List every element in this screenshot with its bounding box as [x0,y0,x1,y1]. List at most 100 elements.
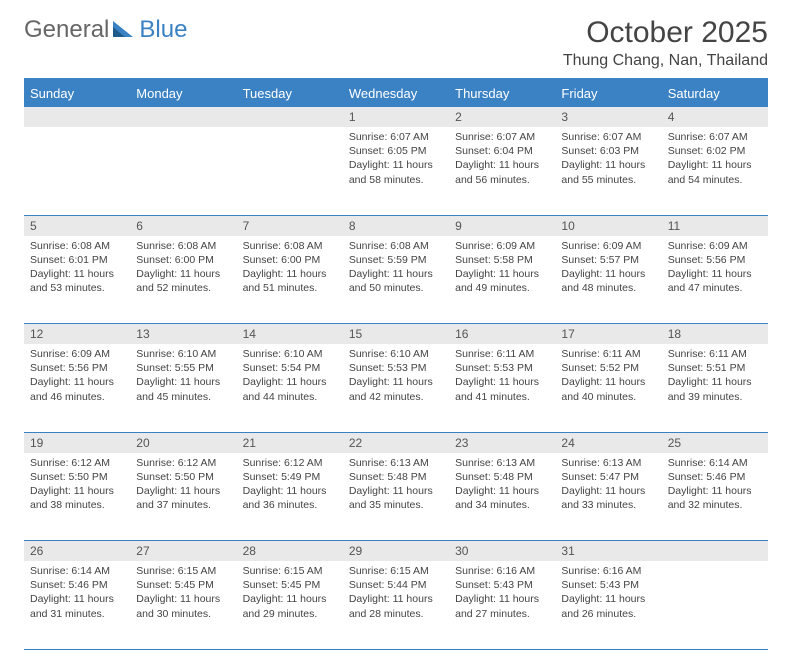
daynum-cell: 18 [662,324,768,345]
day-details: Sunrise: 6:07 AMSunset: 6:04 PMDaylight:… [449,127,555,193]
daylight-line: Daylight: 11 hours and 36 minutes. [243,484,337,512]
daynum-row: 262728293031 [24,541,768,562]
dayname-saturday: Saturday [662,79,768,107]
daylight-line: Daylight: 11 hours and 33 minutes. [561,484,655,512]
daynum-cell: 10 [555,215,661,236]
day-details: Sunrise: 6:07 AMSunset: 6:05 PMDaylight:… [343,127,449,193]
day-details: Sunrise: 6:10 AMSunset: 5:53 PMDaylight:… [343,344,449,410]
day-details: Sunrise: 6:09 AMSunset: 5:56 PMDaylight:… [24,344,130,410]
daynum-cell: 27 [130,541,236,562]
day-cell: Sunrise: 6:08 AMSunset: 6:00 PMDaylight:… [237,236,343,324]
day-details: Sunrise: 6:13 AMSunset: 5:47 PMDaylight:… [555,453,661,519]
sunset-line: Sunset: 5:54 PM [243,361,337,375]
sunrise-line: Sunrise: 6:09 AM [455,239,549,253]
dayname-sunday: Sunday [24,79,130,107]
sunrise-line: Sunrise: 6:12 AM [30,456,124,470]
day-cell: Sunrise: 6:15 AMSunset: 5:45 PMDaylight:… [130,561,236,649]
daynum-cell [662,541,768,562]
day-details: Sunrise: 6:12 AMSunset: 5:50 PMDaylight:… [24,453,130,519]
day-cell: Sunrise: 6:09 AMSunset: 5:56 PMDaylight:… [24,344,130,432]
day-cell: Sunrise: 6:16 AMSunset: 5:43 PMDaylight:… [555,561,661,649]
daynum-cell: 14 [237,324,343,345]
daylight-line: Daylight: 11 hours and 46 minutes. [30,375,124,403]
sunrise-line: Sunrise: 6:13 AM [455,456,549,470]
day-details: Sunrise: 6:09 AMSunset: 5:58 PMDaylight:… [449,236,555,302]
day-details: Sunrise: 6:16 AMSunset: 5:43 PMDaylight:… [449,561,555,627]
details-row: Sunrise: 6:08 AMSunset: 6:01 PMDaylight:… [24,236,768,324]
dayname-wednesday: Wednesday [343,79,449,107]
daynum-cell: 1 [343,107,449,127]
day-cell: Sunrise: 6:07 AMSunset: 6:02 PMDaylight:… [662,127,768,215]
sunrise-line: Sunrise: 6:15 AM [136,564,230,578]
daylight-line: Daylight: 11 hours and 40 minutes. [561,375,655,403]
sunrise-line: Sunrise: 6:16 AM [561,564,655,578]
sunset-line: Sunset: 5:50 PM [136,470,230,484]
sunrise-line: Sunrise: 6:11 AM [561,347,655,361]
sunrise-line: Sunrise: 6:13 AM [561,456,655,470]
day-cell: Sunrise: 6:13 AMSunset: 5:48 PMDaylight:… [343,453,449,541]
daynum-cell: 28 [237,541,343,562]
day-details: Sunrise: 6:10 AMSunset: 5:55 PMDaylight:… [130,344,236,410]
day-cell [237,127,343,215]
day-details: Sunrise: 6:11 AMSunset: 5:51 PMDaylight:… [662,344,768,410]
daynum-row: 567891011 [24,215,768,236]
daynum-cell: 2 [449,107,555,127]
day-cell [24,127,130,215]
daynum-cell [237,107,343,127]
month-title: October 2025 [563,16,768,50]
calendar-head: SundayMondayTuesdayWednesdayThursdayFrid… [24,79,768,107]
day-details: Sunrise: 6:13 AMSunset: 5:48 PMDaylight:… [449,453,555,519]
daylight-line: Daylight: 11 hours and 39 minutes. [668,375,762,403]
sunset-line: Sunset: 5:43 PM [561,578,655,592]
daynum-row: 19202122232425 [24,432,768,453]
day-details: Sunrise: 6:08 AMSunset: 6:00 PMDaylight:… [237,236,343,302]
daynum-cell: 19 [24,432,130,453]
day-cell: Sunrise: 6:07 AMSunset: 6:04 PMDaylight:… [449,127,555,215]
day-details: Sunrise: 6:15 AMSunset: 5:45 PMDaylight:… [237,561,343,627]
daynum-cell: 25 [662,432,768,453]
sunrise-line: Sunrise: 6:07 AM [455,130,549,144]
sunset-line: Sunset: 5:59 PM [349,253,443,267]
day-cell: Sunrise: 6:08 AMSunset: 6:01 PMDaylight:… [24,236,130,324]
page-header: General Blue October 2025 Thung Chang, N… [24,16,768,70]
daylight-line: Daylight: 11 hours and 26 minutes. [561,592,655,620]
sunrise-line: Sunrise: 6:07 AM [561,130,655,144]
daynum-cell: 8 [343,215,449,236]
details-row: Sunrise: 6:14 AMSunset: 5:46 PMDaylight:… [24,561,768,649]
daynum-cell: 21 [237,432,343,453]
day-cell: Sunrise: 6:07 AMSunset: 6:03 PMDaylight:… [555,127,661,215]
daylight-line: Daylight: 11 hours and 58 minutes. [349,158,443,186]
day-details: Sunrise: 6:08 AMSunset: 6:01 PMDaylight:… [24,236,130,302]
day-cell: Sunrise: 6:10 AMSunset: 5:53 PMDaylight:… [343,344,449,432]
daynum-row: 1234 [24,107,768,127]
daynum-cell: 15 [343,324,449,345]
day-cell: Sunrise: 6:08 AMSunset: 5:59 PMDaylight:… [343,236,449,324]
sunset-line: Sunset: 5:55 PM [136,361,230,375]
daylight-line: Daylight: 11 hours and 35 minutes. [349,484,443,512]
daynum-cell: 16 [449,324,555,345]
sunset-line: Sunset: 6:05 PM [349,144,443,158]
day-cell: Sunrise: 6:12 AMSunset: 5:49 PMDaylight:… [237,453,343,541]
daynum-cell: 12 [24,324,130,345]
sunset-line: Sunset: 5:44 PM [349,578,443,592]
daynum-cell: 29 [343,541,449,562]
day-cell: Sunrise: 6:10 AMSunset: 5:54 PMDaylight:… [237,344,343,432]
day-details: Sunrise: 6:12 AMSunset: 5:49 PMDaylight:… [237,453,343,519]
daynum-cell: 26 [24,541,130,562]
sunset-line: Sunset: 5:46 PM [668,470,762,484]
daylight-line: Daylight: 11 hours and 34 minutes. [455,484,549,512]
sunset-line: Sunset: 6:04 PM [455,144,549,158]
title-block: October 2025 Thung Chang, Nan, Thailand [563,16,768,70]
daylight-line: Daylight: 11 hours and 32 minutes. [668,484,762,512]
day-cell: Sunrise: 6:11 AMSunset: 5:52 PMDaylight:… [555,344,661,432]
daylight-line: Daylight: 11 hours and 51 minutes. [243,267,337,295]
sunrise-line: Sunrise: 6:08 AM [243,239,337,253]
daylight-line: Daylight: 11 hours and 31 minutes. [30,592,124,620]
day-cell: Sunrise: 6:08 AMSunset: 6:00 PMDaylight:… [130,236,236,324]
sunrise-line: Sunrise: 6:09 AM [668,239,762,253]
sunset-line: Sunset: 5:51 PM [668,361,762,375]
daynum-cell: 22 [343,432,449,453]
day-details: Sunrise: 6:09 AMSunset: 5:57 PMDaylight:… [555,236,661,302]
sunset-line: Sunset: 5:57 PM [561,253,655,267]
sunrise-line: Sunrise: 6:14 AM [30,564,124,578]
